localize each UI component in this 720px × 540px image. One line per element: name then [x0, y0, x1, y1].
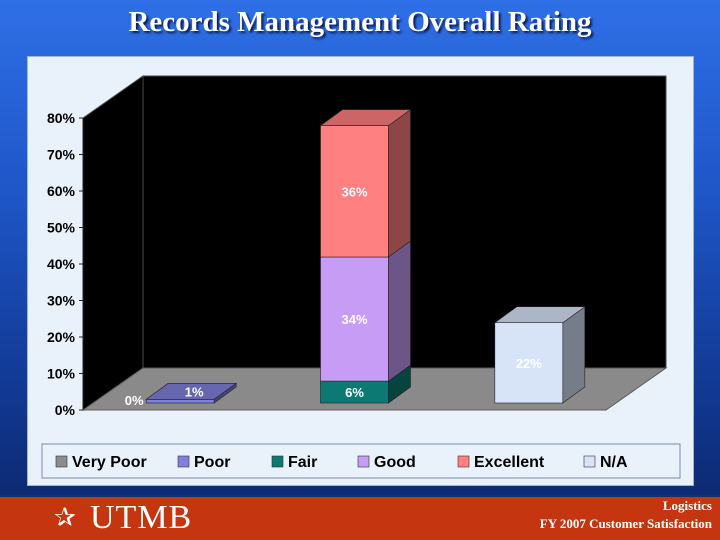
chart-bars: 0% 1% 6% 34% 36% 22% [125, 109, 586, 408]
y-tick-label: 70% [47, 147, 76, 163]
legend-swatch [177, 455, 190, 468]
y-tick-label: 60% [47, 183, 76, 199]
legend-label: N/A [600, 454, 628, 471]
legend-swatch [357, 455, 370, 468]
legend-label: Very Poor [72, 454, 147, 471]
bar-segment-n-a-front [494, 322, 564, 404]
bar-segment-good-side [388, 240, 411, 382]
department-label: Logistics [662, 498, 712, 513]
stacked-bar-chart: 0% 10% 20% 30% 40% 50% 60% 70% 80% 0% 1% 6% 34% 36% 2… [41, 75, 681, 479]
slide-title: Records Management Overall Rating [128, 6, 592, 38]
legend-label: Poor [194, 454, 230, 471]
bar-segment-good-front [320, 256, 389, 382]
legend-label: Good [374, 454, 416, 471]
legend-swatch [271, 455, 284, 468]
chart-legend: Very Poor Poor Fair Good Excellent N/A [41, 443, 681, 479]
y-tick-label: 50% [47, 220, 76, 236]
legend-swatch [583, 455, 596, 468]
chart-panel: 0% 10% 20% 30% 40% 50% 60% 70% 80% 0% 1% 6% 34% 36% 2… [27, 56, 694, 486]
y-axis: 0% 10% 20% 30% 40% 50% 60% 70% 80% [47, 110, 84, 418]
utmb-logo: UTMB [90, 499, 193, 536]
y-tick-label: 40% [47, 256, 76, 272]
data-label: 0% [125, 393, 144, 408]
data-label: 22% [516, 356, 542, 371]
data-label: 1% [185, 384, 204, 399]
bar-segment-excellent-front [320, 125, 389, 258]
bar-segment-excellent-side [388, 109, 411, 258]
y-tick-label: 20% [47, 329, 76, 345]
legend-label: Fair [288, 454, 317, 471]
y-tick-label: 0% [55, 402, 76, 418]
data-label: 36% [341, 184, 367, 199]
side-wall [82, 75, 144, 411]
data-label: 34% [341, 312, 367, 327]
footer-divider [0, 495, 720, 497]
legend-swatch [457, 455, 470, 468]
bar-top [319, 109, 412, 126]
bar-top [145, 383, 238, 400]
legend-swatch [55, 455, 68, 468]
bar-stack: 22% [493, 306, 586, 404]
bar-stack: 0% 1% [125, 382, 238, 408]
y-tick-label: 30% [47, 293, 76, 309]
bar-stack: 6% 34% 36% [319, 109, 412, 404]
bar-segment-poor-front [145, 399, 215, 404]
data-label: 6% [345, 385, 364, 400]
bar-top [493, 306, 586, 324]
utmb-star-icon: ✰ [54, 503, 76, 533]
survey-label: FY 2007 Customer Satisfaction [539, 516, 712, 531]
y-tick-label: 80% [47, 110, 76, 126]
footer-bar: ✰ UTMB Logistics FY 2007 Customer Satisf… [0, 495, 720, 540]
y-tick-label: 10% [47, 366, 76, 382]
bar-segment-n-a-side [562, 306, 586, 404]
legend-label: Excellent [474, 454, 545, 471]
